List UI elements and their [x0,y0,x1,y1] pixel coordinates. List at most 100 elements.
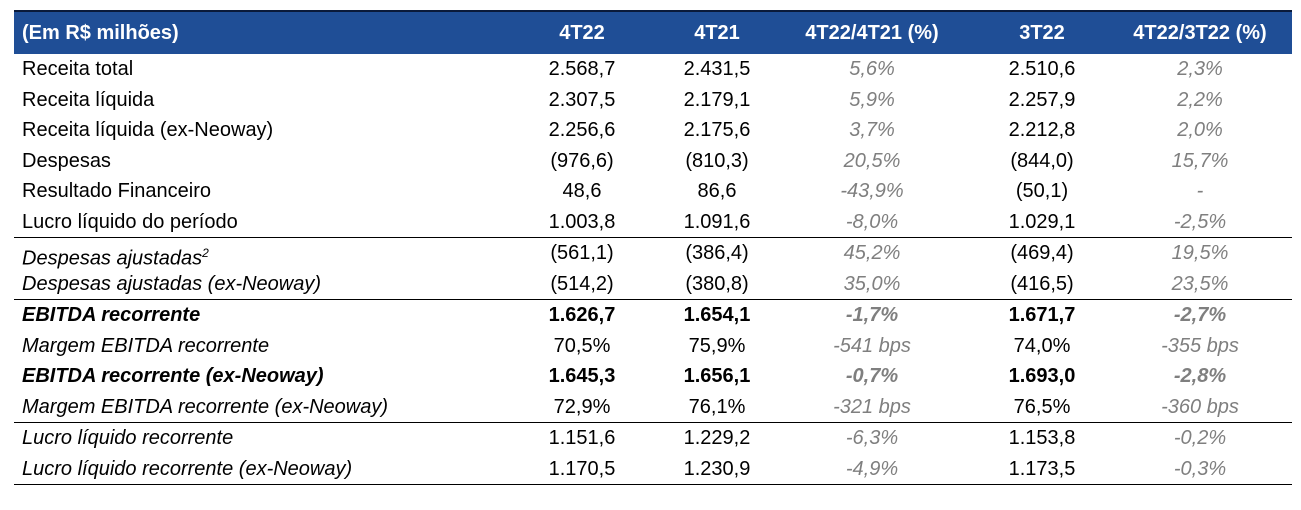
cell-var-3t22: -360 bps [1161,395,1239,418]
cell-4t21: (386,4) [685,242,749,264]
cell-var-3t22: - [1196,180,1204,202]
cell-var-3t22: -2,5% [1173,210,1227,233]
cell-var-3t22: -2,7% [1173,304,1227,326]
cell-4t22: 72,9% [553,395,611,418]
cell-3t22: 1.173,5 [1008,457,1076,480]
table-row: Resultado Financeiro 48,6 86,6 -43,9% (5… [14,176,1292,207]
cell-4t22: (561,1) [550,242,614,264]
cell-var-4t21: -1,7% [845,304,899,326]
cell-var-3t22: 2,0% [1177,119,1223,141]
cell-4t21: 86,6 [697,180,737,202]
header-4t22-vs-4t21: 4T22/4T21 (%) [805,22,939,44]
row-label: Despesas ajustadas2 [22,238,209,274]
cell-3t22: 1.693,0 [1008,365,1076,387]
cell-3t22: 2.212,8 [1008,119,1076,141]
cell-3t22: 2.510,6 [1008,58,1076,80]
table-row: Lucro líquido recorrente 1.151,6 1.229,2… [14,422,1292,454]
cell-4t21: 2.431,5 [683,58,751,80]
cell-4t22: 70,5% [553,334,611,357]
row-label-text: Despesas ajustadas [22,247,203,270]
cell-4t22: 1.645,3 [548,365,616,387]
cell-4t21: (380,8) [685,272,749,295]
table-row: Lucro líquido do período 1.003,8 1.091,6… [14,207,1292,238]
row-label: Margem EBITDA recorrente (ex-Neoway) [22,395,389,418]
row-label: Despesas [22,149,111,172]
cell-var-4t21: -0,7% [845,365,899,387]
table-row: Receita líquida 2.307,5 2.179,1 5,9% 2.2… [14,85,1292,116]
cell-var-3t22: 15,7% [1171,149,1229,172]
cell-var-4t21: 20,5% [843,149,901,172]
cell-4t21: 75,9% [688,334,746,357]
cell-3t22: 1.029,1 [1008,210,1076,233]
cell-4t22: 1.626,7 [548,304,616,326]
table-row: Receita líquida (ex-Neoway) 2.256,6 2.17… [14,115,1292,146]
row-label: Despesas ajustadas (ex-Neoway) [22,272,322,295]
cell-var-3t22: -355 bps [1161,334,1239,357]
header-4t22-vs-3t22: 4T22/3T22 (%) [1133,22,1267,44]
cell-3t22: 1.671,7 [1008,304,1076,326]
table-row: EBITDA recorrente (ex-Neoway) 1.645,3 1.… [14,361,1292,392]
cell-3t22: (416,5) [1010,272,1074,295]
cell-4t22: 2.307,5 [548,88,616,111]
cell-var-4t21: 35,0% [843,272,901,295]
cell-4t22: 1.170,5 [548,457,616,480]
table-row: Margem EBITDA recorrente 70,5% 75,9% -54… [14,331,1292,362]
cell-4t21: 2.179,1 [683,88,751,111]
row-label: Resultado Financeiro [22,180,211,202]
cell-var-4t21: -43,9% [840,180,904,202]
cell-var-3t22: 2,3% [1177,58,1223,80]
cell-4t21: 1.091,6 [683,210,751,233]
table-row: Receita total 2.568,7 2.431,5 5,6% 2.510… [14,54,1292,85]
cell-4t22: (976,6) [550,149,614,172]
row-label: Receita líquida [22,88,155,111]
cell-4t21: 1.654,1 [683,304,751,326]
row-label: Receita total [22,58,134,80]
table-row: Despesas (976,6) (810,3) 20,5% (844,0) 1… [14,146,1292,177]
row-label: Lucro líquido recorrente (ex-Neoway) [22,457,353,480]
row-label: EBITDA recorrente [22,304,201,326]
cell-4t22: 1.003,8 [548,210,616,233]
cell-4t22: 48,6 [562,180,602,202]
table-header: (Em R$ milhões) 4T22 4T21 4T22/4T21 (%) … [14,10,1292,54]
cell-4t22: 2.256,6 [548,119,616,141]
cell-4t21: 1.229,2 [683,427,751,449]
table-row: Despesas ajustadas (ex-Neoway) (514,2) (… [14,269,1292,300]
row-label: EBITDA recorrente (ex-Neoway) [22,365,324,387]
cell-var-4t21: 45,2% [843,242,901,264]
cell-var-3t22: 19,5% [1171,242,1229,264]
table-row: Margem EBITDA recorrente (ex-Neoway) 72,… [14,392,1292,423]
cell-var-3t22: -0,3% [1173,457,1227,480]
cell-4t22: 1.151,6 [548,427,616,449]
cell-var-4t21: -6,3% [845,427,899,449]
cell-var-4t21: 5,9% [849,88,895,111]
header-3t22: 3T22 [1019,22,1065,44]
cell-var-4t21: 5,6% [849,58,895,80]
cell-var-3t22: 2,2% [1177,88,1223,111]
header-4t21: 4T21 [694,22,740,44]
cell-3t22: 76,5% [1013,395,1071,418]
cell-var-4t21: -321 bps [833,395,911,418]
header-4t22: 4T22 [559,22,605,44]
cell-4t22: 2.568,7 [548,58,616,80]
cell-var-4t21: 3,7% [849,119,895,141]
header-label: (Em R$ milhões) [22,22,179,44]
row-label: Margem EBITDA recorrente [22,334,270,357]
cell-3t22: (844,0) [1010,149,1074,172]
cell-var-4t21: -541 bps [833,334,911,357]
row-label: Lucro líquido do período [22,210,238,233]
cell-3t22: (469,4) [1010,242,1074,264]
cell-3t22: 74,0% [1013,334,1071,357]
financial-table: (Em R$ milhões) 4T22 4T21 4T22/4T21 (%) … [14,10,1292,485]
cell-4t21: 1.656,1 [683,365,751,387]
cell-var-3t22: -0,2% [1173,427,1227,449]
cell-var-4t21: -4,9% [845,457,899,480]
table-row: EBITDA recorrente 1.626,7 1.654,1 -1,7% … [14,299,1292,331]
cell-var-3t22: -2,8% [1173,365,1227,387]
cell-4t21: 2.175,6 [683,119,751,141]
table-row: Despesas ajustadas2 (561,1) (386,4) 45,2… [14,237,1292,270]
cell-3t22: 2.257,9 [1008,88,1076,111]
cell-4t21: (810,3) [685,149,749,172]
table-row: Lucro líquido recorrente (ex-Neoway) 1.1… [14,454,1292,485]
cell-4t22: (514,2) [550,272,614,295]
row-label: Lucro líquido recorrente [22,427,234,449]
